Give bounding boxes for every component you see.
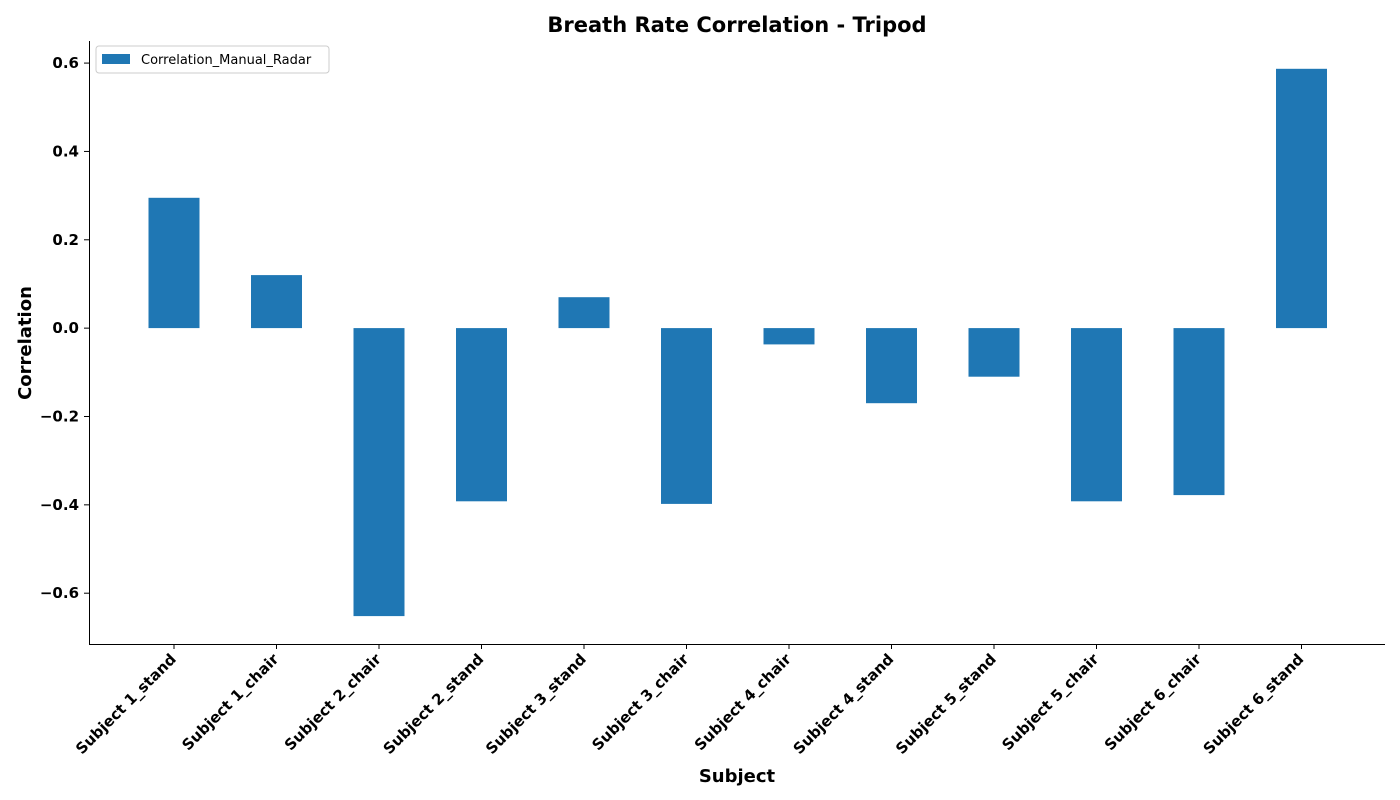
y-axis-label: Correlation	[15, 286, 36, 400]
bar-6	[661, 328, 712, 504]
bar-8	[866, 328, 917, 404]
y-tick-label: −0.2	[40, 407, 79, 425]
bar-5	[558, 297, 610, 329]
x-tick-label: Subject 3_chair	[588, 650, 692, 754]
x-tick-label: Subject 1_chair	[178, 650, 282, 754]
x-tick-label: Subject 4_stand	[790, 650, 898, 758]
bars-group	[148, 68, 1327, 617]
y-tick-label: 0.2	[52, 231, 79, 249]
legend-swatch	[102, 54, 130, 64]
bar-3	[353, 328, 405, 617]
y-axis: −0.6 −0.4 −0.2 0.0 0.2 0.4 0.6	[40, 54, 89, 602]
bar-7	[763, 328, 815, 345]
bar-11	[1173, 328, 1225, 496]
x-tick-label: Subject 3_stand	[482, 650, 590, 758]
bar-1	[148, 197, 200, 329]
x-tick-label: Subject 6_stand	[1200, 650, 1308, 758]
legend-frame	[95, 45, 330, 74]
chart-title: Breath Rate Correlation - Tripod	[547, 13, 926, 37]
y-tick-label: 0.6	[52, 54, 79, 72]
bar-4	[456, 328, 507, 502]
x-tick-label: Subject 2_stand	[380, 650, 488, 758]
bar-10	[1071, 328, 1122, 502]
x-tick-label: Subject 5_stand	[892, 650, 1000, 758]
legend: Correlation_Manual_Radar	[95, 45, 330, 74]
bar-12	[1276, 68, 1327, 329]
x-tick-label: Subject 1_stand	[72, 650, 180, 758]
bar-9	[968, 328, 1020, 377]
x-tick-label: Subject 4_chair	[691, 650, 795, 754]
legend-label: Correlation_Manual_Radar	[141, 53, 312, 68]
x-tick-label: Subject 5_chair	[998, 650, 1102, 754]
y-tick-label: −0.6	[40, 584, 79, 602]
x-tick-label: Subject 2_chair	[281, 650, 385, 754]
x-axis-label: Subject	[699, 766, 776, 787]
y-tick-label: −0.4	[40, 496, 79, 514]
y-tick-label: 0.0	[52, 319, 79, 337]
bar-2	[251, 275, 302, 329]
x-tick-label: Subject 6_chair	[1101, 650, 1205, 754]
y-tick-label: 0.4	[52, 142, 79, 160]
